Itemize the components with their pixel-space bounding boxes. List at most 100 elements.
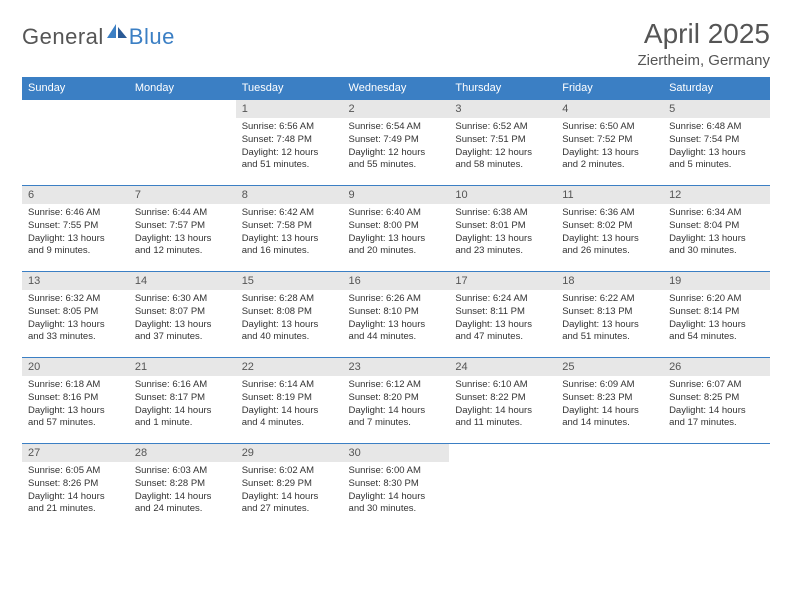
daylight-text: Daylight: 14 hours and 11 minutes. <box>455 405 550 431</box>
day-details: Sunrise: 6:38 AMSunset: 8:01 PMDaylight:… <box>449 204 556 262</box>
sunset-text: Sunset: 8:10 PM <box>349 306 444 319</box>
day-details: Sunrise: 6:54 AMSunset: 7:49 PMDaylight:… <box>343 118 450 176</box>
day-cell: 11Sunrise: 6:36 AMSunset: 8:02 PMDayligh… <box>556 186 663 272</box>
weekday-header: Tuesday <box>236 77 343 100</box>
weekday-header: Monday <box>129 77 236 100</box>
day-cell: 19Sunrise: 6:20 AMSunset: 8:14 PMDayligh… <box>663 272 770 358</box>
day-details: Sunrise: 6:02 AMSunset: 8:29 PMDaylight:… <box>236 462 343 520</box>
logo-text-1: General <box>22 24 104 50</box>
day-cell: 7Sunrise: 6:44 AMSunset: 7:57 PMDaylight… <box>129 186 236 272</box>
sunrise-text: Sunrise: 6:10 AM <box>455 379 550 392</box>
day-cell: 23Sunrise: 6:12 AMSunset: 8:20 PMDayligh… <box>343 358 450 444</box>
day-number: 16 <box>343 272 450 290</box>
day-details: Sunrise: 6:36 AMSunset: 8:02 PMDaylight:… <box>556 204 663 262</box>
sunrise-text: Sunrise: 6:40 AM <box>349 207 444 220</box>
daylight-text: Daylight: 14 hours and 30 minutes. <box>349 491 444 517</box>
day-cell: 18Sunrise: 6:22 AMSunset: 8:13 PMDayligh… <box>556 272 663 358</box>
daylight-text: Daylight: 13 hours and 20 minutes. <box>349 233 444 259</box>
sunrise-text: Sunrise: 6:34 AM <box>669 207 764 220</box>
daylight-text: Daylight: 14 hours and 21 minutes. <box>28 491 123 517</box>
day-cell: 4Sunrise: 6:50 AMSunset: 7:52 PMDaylight… <box>556 100 663 186</box>
sunset-text: Sunset: 8:20 PM <box>349 392 444 405</box>
day-number: 18 <box>556 272 663 290</box>
calendar-table: SundayMondayTuesdayWednesdayThursdayFrid… <box>22 77 770 530</box>
day-number: 24 <box>449 358 556 376</box>
sail-icon <box>107 24 127 38</box>
daylight-text: Daylight: 13 hours and 30 minutes. <box>669 233 764 259</box>
day-details: Sunrise: 6:48 AMSunset: 7:54 PMDaylight:… <box>663 118 770 176</box>
sunrise-text: Sunrise: 6:26 AM <box>349 293 444 306</box>
day-number: 21 <box>129 358 236 376</box>
day-details: Sunrise: 6:56 AMSunset: 7:48 PMDaylight:… <box>236 118 343 176</box>
sunset-text: Sunset: 8:29 PM <box>242 478 337 491</box>
day-cell: 5Sunrise: 6:48 AMSunset: 7:54 PMDaylight… <box>663 100 770 186</box>
header: General Blue April 2025 Ziertheim, Germa… <box>22 18 770 69</box>
daylight-text: Daylight: 13 hours and 26 minutes. <box>562 233 657 259</box>
sunset-text: Sunset: 8:05 PM <box>28 306 123 319</box>
day-details: Sunrise: 6:18 AMSunset: 8:16 PMDaylight:… <box>22 376 129 434</box>
day-details: Sunrise: 6:22 AMSunset: 8:13 PMDaylight:… <box>556 290 663 348</box>
day-cell: 2Sunrise: 6:54 AMSunset: 7:49 PMDaylight… <box>343 100 450 186</box>
daylight-text: Daylight: 14 hours and 27 minutes. <box>242 491 337 517</box>
sunset-text: Sunset: 8:16 PM <box>28 392 123 405</box>
sunrise-text: Sunrise: 6:09 AM <box>562 379 657 392</box>
daylight-text: Daylight: 13 hours and 33 minutes. <box>28 319 123 345</box>
daylight-text: Daylight: 13 hours and 44 minutes. <box>349 319 444 345</box>
location: Ziertheim, Germany <box>637 52 770 69</box>
day-details: Sunrise: 6:30 AMSunset: 8:07 PMDaylight:… <box>129 290 236 348</box>
day-number: 25 <box>556 358 663 376</box>
sunrise-text: Sunrise: 6:46 AM <box>28 207 123 220</box>
daylight-text: Daylight: 13 hours and 57 minutes. <box>28 405 123 431</box>
day-number: 5 <box>663 100 770 118</box>
daylight-text: Daylight: 13 hours and 47 minutes. <box>455 319 550 345</box>
day-cell: 6Sunrise: 6:46 AMSunset: 7:55 PMDaylight… <box>22 186 129 272</box>
day-number: 14 <box>129 272 236 290</box>
day-cell: 27Sunrise: 6:05 AMSunset: 8:26 PMDayligh… <box>22 444 129 530</box>
day-cell: 9Sunrise: 6:40 AMSunset: 8:00 PMDaylight… <box>343 186 450 272</box>
weekday-header: Friday <box>556 77 663 100</box>
day-cell: 13Sunrise: 6:32 AMSunset: 8:05 PMDayligh… <box>22 272 129 358</box>
day-number: 30 <box>343 444 450 462</box>
daylight-text: Daylight: 14 hours and 4 minutes. <box>242 405 337 431</box>
sunrise-text: Sunrise: 6:12 AM <box>349 379 444 392</box>
day-cell: 1Sunrise: 6:56 AMSunset: 7:48 PMDaylight… <box>236 100 343 186</box>
day-number: 12 <box>663 186 770 204</box>
daylight-text: Daylight: 13 hours and 40 minutes. <box>242 319 337 345</box>
daylight-text: Daylight: 12 hours and 55 minutes. <box>349 147 444 173</box>
day-details: Sunrise: 6:26 AMSunset: 8:10 PMDaylight:… <box>343 290 450 348</box>
day-number: 27 <box>22 444 129 462</box>
sunrise-text: Sunrise: 6:44 AM <box>135 207 230 220</box>
day-number: 3 <box>449 100 556 118</box>
day-number: 11 <box>556 186 663 204</box>
day-details: Sunrise: 6:42 AMSunset: 7:58 PMDaylight:… <box>236 204 343 262</box>
day-cell: 14Sunrise: 6:30 AMSunset: 8:07 PMDayligh… <box>129 272 236 358</box>
day-cell: 21Sunrise: 6:16 AMSunset: 8:17 PMDayligh… <box>129 358 236 444</box>
day-cell: 25Sunrise: 6:09 AMSunset: 8:23 PMDayligh… <box>556 358 663 444</box>
daylight-text: Daylight: 13 hours and 5 minutes. <box>669 147 764 173</box>
day-cell: 22Sunrise: 6:14 AMSunset: 8:19 PMDayligh… <box>236 358 343 444</box>
sunset-text: Sunset: 8:28 PM <box>135 478 230 491</box>
sunrise-text: Sunrise: 6:20 AM <box>669 293 764 306</box>
sunrise-text: Sunrise: 6:24 AM <box>455 293 550 306</box>
sunset-text: Sunset: 8:22 PM <box>455 392 550 405</box>
day-number: 6 <box>22 186 129 204</box>
day-details: Sunrise: 6:14 AMSunset: 8:19 PMDaylight:… <box>236 376 343 434</box>
day-number: 1 <box>236 100 343 118</box>
day-details: Sunrise: 6:46 AMSunset: 7:55 PMDaylight:… <box>22 204 129 262</box>
sunset-text: Sunset: 8:11 PM <box>455 306 550 319</box>
sunrise-text: Sunrise: 6:32 AM <box>28 293 123 306</box>
day-details: Sunrise: 6:50 AMSunset: 7:52 PMDaylight:… <box>556 118 663 176</box>
day-details: Sunrise: 6:32 AMSunset: 8:05 PMDaylight:… <box>22 290 129 348</box>
daylight-text: Daylight: 13 hours and 23 minutes. <box>455 233 550 259</box>
day-details: Sunrise: 6:09 AMSunset: 8:23 PMDaylight:… <box>556 376 663 434</box>
day-details: Sunrise: 6:52 AMSunset: 7:51 PMDaylight:… <box>449 118 556 176</box>
sunrise-text: Sunrise: 6:30 AM <box>135 293 230 306</box>
day-number: 19 <box>663 272 770 290</box>
sunrise-text: Sunrise: 6:22 AM <box>562 293 657 306</box>
sunrise-text: Sunrise: 6:50 AM <box>562 121 657 134</box>
sunrise-text: Sunrise: 6:54 AM <box>349 121 444 134</box>
sunset-text: Sunset: 8:00 PM <box>349 220 444 233</box>
day-details: Sunrise: 6:34 AMSunset: 8:04 PMDaylight:… <box>663 204 770 262</box>
sunset-text: Sunset: 7:49 PM <box>349 134 444 147</box>
sunset-text: Sunset: 7:48 PM <box>242 134 337 147</box>
